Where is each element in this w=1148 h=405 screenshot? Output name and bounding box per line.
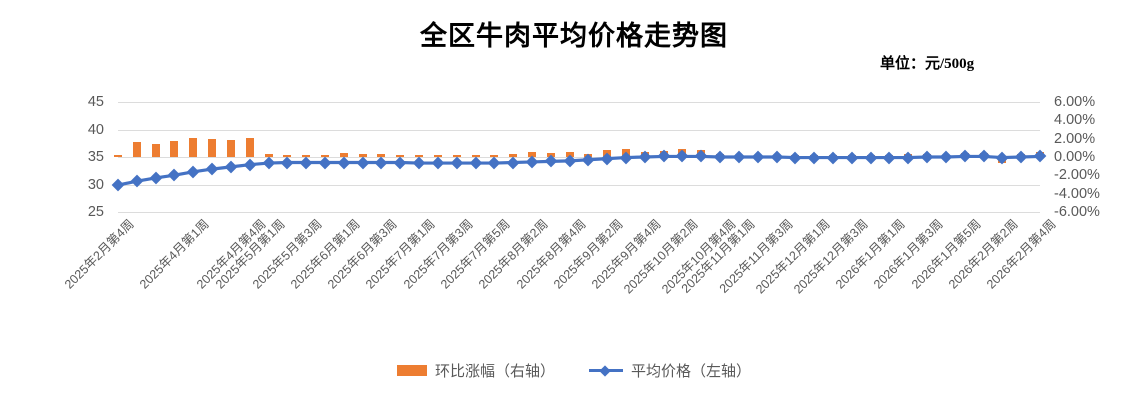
bar — [208, 138, 217, 157]
left-axis-tick: 40 — [87, 121, 104, 138]
bar — [415, 154, 424, 157]
line-marker-swatch-icon — [589, 365, 623, 376]
legend-label: 环比涨幅（右轴） — [434, 364, 555, 380]
unit-note: 单位：元/500g — [880, 56, 975, 72]
plot-area — [111, 102, 1047, 213]
bar — [490, 154, 499, 157]
left-axis-tick: 35 — [87, 148, 104, 165]
bar — [527, 152, 536, 157]
bar — [132, 142, 141, 157]
chart-title: 全区牛肉平均价格走势图 — [420, 21, 728, 51]
left-axis-tick: 25 — [87, 203, 104, 220]
left-axis-tick: 45 — [87, 93, 104, 110]
bar — [189, 137, 198, 157]
left-axis-tick: 30 — [87, 176, 104, 193]
bar — [377, 154, 386, 157]
bar — [283, 154, 292, 157]
right-axis-tick: 4.00% — [1054, 112, 1096, 129]
gridline — [118, 157, 1040, 158]
bar — [452, 154, 461, 157]
bar — [396, 154, 405, 157]
gridline — [118, 212, 1040, 213]
right-axis-tick: 2.00% — [1054, 130, 1096, 147]
bar — [114, 154, 122, 157]
right-axis-tick: -2.00% — [1054, 167, 1100, 184]
bar — [339, 153, 348, 157]
legend-item[interactable]: 平均价格（左轴） — [589, 360, 751, 381]
bar — [565, 151, 574, 157]
legend-item[interactable]: 环比涨幅（右轴） — [396, 360, 555, 381]
bar — [433, 154, 442, 157]
right-axis-tick: -4.00% — [1054, 185, 1100, 202]
right-axis-tick: 6.00% — [1054, 93, 1096, 110]
legend-label: 平均价格（左轴） — [631, 364, 752, 380]
gridline — [118, 184, 1040, 186]
gridline — [118, 102, 1040, 103]
bar — [509, 154, 518, 157]
bar — [320, 154, 329, 157]
bar — [264, 154, 273, 157]
right-axis-ticks: -6.00% -4.00% -2.00% 0.00% 2.00% 4.00% 6.00% — [1048, 95, 1138, 219]
chart-legend: 环比涨幅（右轴） 平均价格（左轴） — [0, 360, 1148, 381]
bar — [302, 154, 311, 157]
bar — [151, 144, 160, 157]
bar — [358, 154, 367, 157]
bar — [471, 154, 480, 157]
right-axis-tick: 0.00% — [1054, 148, 1096, 165]
x-axis-labels: 2025年2月第4周 2025年4月第1周 2025年4月第4周 2025年5月第1周… — [0, 214, 1148, 334]
bar — [226, 139, 235, 157]
x-axis-label: 2025年2月第4周 — [61, 216, 137, 292]
bar — [245, 137, 254, 157]
gridline — [118, 129, 1040, 131]
right-axis-tick: -6.00% — [1054, 203, 1100, 220]
left-axis-ticks: 25 30 35 40 45 — [70, 95, 110, 219]
bar-swatch-icon — [396, 365, 427, 376]
bar — [170, 141, 179, 157]
